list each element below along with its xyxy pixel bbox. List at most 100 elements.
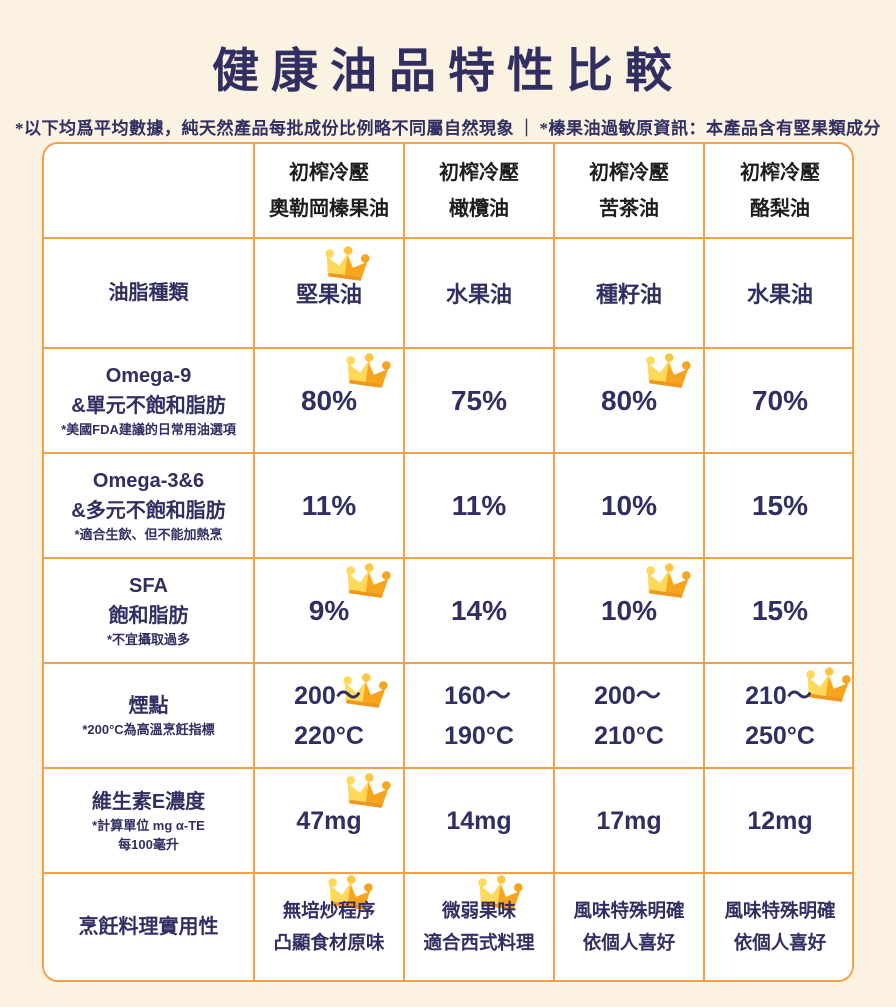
value-cell-r1-c1: 堅果油 [255, 239, 405, 349]
row-label-note: 每100毫升 [118, 836, 179, 852]
value-lines: 堅果油 [296, 277, 362, 309]
column-header-line1: 初榨冷壓 [740, 161, 820, 184]
value-cell-r5-c1: 200～ 220°C [255, 664, 405, 769]
row-label-text: SFA [129, 575, 168, 598]
row-label-text: Omega-3&6 [92, 470, 205, 493]
oil-comparison-table: 初榨冷壓 奧勒岡榛果油 初榨冷壓 橄欖油 初榨冷壓 苦茶油 初榨冷壓 酪梨油 油脂種類 堅果油 水果… [42, 142, 854, 982]
row-label-2: Omega-9 &單元不飽和脂肪 *美國FDA建議的日常用油選項 [44, 349, 255, 454]
column-header-line2: 苦茶油 [599, 197, 659, 220]
column-header-line2: 橄欖油 [449, 197, 509, 220]
value-lines: 水果油 [446, 277, 512, 309]
value-text: 15% [751, 594, 809, 626]
crown-best-icon [339, 669, 391, 711]
value-lines: 17mg [596, 801, 661, 841]
value-cell-r7-c4: 風味特殊明確 依個人喜好 [705, 874, 852, 980]
header: 健康油品特性比較 *以下均爲平均數據，純天然產品每批成份比例略不同屬自然現象｜ *… [0, 0, 896, 139]
value-lines: 75% [451, 385, 507, 417]
row-label-text: &多元不飽和脂肪 [71, 500, 226, 523]
value-cell-r1-c3: 種籽油 [555, 239, 705, 349]
column-header-1: 初榨冷壓 奧勒岡榛果油 [255, 144, 405, 239]
value-cell-r4-c1: 9% [255, 559, 405, 664]
row-label-note: *適合生飲、但不能加熱烹 [74, 527, 223, 543]
subtitle-note-right: *榛果油過敏原資訊：本產品含有堅果類成分 [539, 119, 881, 138]
value-cell-r2-c1: 80% [255, 349, 405, 454]
value-cell-r2-c4: 70% [705, 349, 852, 454]
value-cell-r7-c2: 微弱果味 適合西式料理 [405, 874, 555, 980]
value-lines: 10% [601, 490, 657, 522]
value-cell-r3-c1: 11% [255, 454, 405, 559]
crown-best-icon [474, 871, 526, 913]
value-text: 14mg [446, 806, 512, 835]
value-text: 12mg [747, 806, 813, 835]
value-cell-r4-c2: 14% [405, 559, 555, 664]
value-cell-r2-c2: 75% [405, 349, 555, 454]
value-lines: 15% [752, 490, 808, 522]
value-lines: 160～ 190°C [444, 676, 514, 756]
value-lines: 80% [601, 385, 657, 417]
value-text: 11% [301, 489, 357, 521]
row-label-4: SFA 飽和脂肪 *不宜攝取過多 [44, 559, 255, 664]
value-cell-r3-c3: 10% [555, 454, 705, 559]
value-text: 微弱果味 [441, 899, 516, 921]
crown-best-icon [321, 242, 373, 284]
value-lines: 200～ 210°C [594, 676, 664, 756]
value-text: 9% [308, 594, 350, 626]
row-label-note: *不宜攝取過多 [106, 632, 191, 648]
value-cell-r3-c2: 11% [405, 454, 555, 559]
value-text: 水果油 [746, 282, 813, 307]
row-label-1: 油脂種類 [44, 239, 255, 349]
value-text: 凸顯食材原味 [273, 932, 385, 953]
value-lines: 風味特殊明確 依個人喜好 [573, 895, 684, 960]
row-label-6: 維生素E濃度 *計算單位 mg α-TE 每100毫升 [44, 769, 255, 874]
value-lines: 風味特殊明確 依個人喜好 [724, 895, 835, 960]
crown-best-icon [342, 769, 394, 811]
value-lines: 10% [601, 595, 657, 627]
value-lines: 9% [309, 595, 349, 627]
row-label-note: *美國FDA建議的日常用油選項 [61, 422, 236, 438]
subtitle-note-left: *以下均爲平均數據，純天然產品每批成份比例略不同屬自然現象 [15, 119, 514, 138]
value-text: 17mg [596, 806, 662, 835]
value-cell-r5-c3: 200～ 210°C [555, 664, 705, 769]
row-label-text: 煙點 [128, 695, 169, 718]
row-label-text: 維生素E濃度 [91, 791, 206, 814]
row-label-text: 烹飪料理實用性 [78, 916, 219, 938]
value-text: 風味特殊明確 [573, 899, 685, 921]
value-text: 210°C [594, 721, 664, 750]
value-cell-r7-c3: 風味特殊明確 依個人喜好 [555, 874, 705, 980]
value-text: 210～ [745, 681, 812, 710]
page-subtitle: *以下均爲平均數據，純天然產品每批成份比例略不同屬自然現象｜ *榛果油過敏原資訊：… [0, 114, 896, 139]
value-lines: 70% [752, 385, 808, 417]
value-lines: 200～ 220°C [294, 676, 364, 756]
crown-best-icon [324, 871, 376, 913]
value-text: 200～ [294, 681, 361, 710]
value-lines: 47mg [296, 801, 361, 841]
value-cell-r3-c4: 15% [705, 454, 852, 559]
column-header-line2: 酪梨油 [750, 197, 810, 220]
value-lines: 14mg [446, 801, 511, 841]
value-cell-r6-c2: 14mg [405, 769, 555, 874]
value-text: 14% [450, 594, 508, 626]
value-text: 15% [751, 489, 809, 521]
value-text: 160～ [444, 681, 511, 710]
column-header-4: 初榨冷壓 酪梨油 [705, 144, 852, 239]
value-text: 種籽油 [595, 282, 662, 307]
value-text: 依個人喜好 [733, 932, 827, 953]
crown-best-icon [802, 663, 852, 705]
value-text: 75% [450, 384, 508, 416]
column-header-line1: 初榨冷壓 [589, 161, 669, 184]
value-cell-r4-c4: 15% [705, 559, 852, 664]
crown-best-icon [342, 349, 394, 391]
value-lines: 15% [752, 595, 808, 627]
crown-best-icon [642, 559, 694, 601]
value-lines: 無培炒程序 凸顯食材原味 [273, 895, 384, 960]
value-lines: 11% [452, 490, 507, 522]
value-cell-r7-c1: 無培炒程序 凸顯食材原味 [255, 874, 405, 980]
row-label-5: 煙點 *200°C為高溫烹飪指標 [44, 664, 255, 769]
value-lines: 14% [451, 595, 507, 627]
row-label-text: &單元不飽和脂肪 [71, 395, 226, 418]
value-cell-r4-c3: 10% [555, 559, 705, 664]
row-label-3: Omega-3&6 &多元不飽和脂肪 *適合生飲、但不能加熱烹 [44, 454, 255, 559]
page-title: 健康油品特性比較 [212, 46, 684, 98]
value-text: 80% [600, 384, 658, 416]
value-cell-r1-c4: 水果油 [705, 239, 852, 349]
